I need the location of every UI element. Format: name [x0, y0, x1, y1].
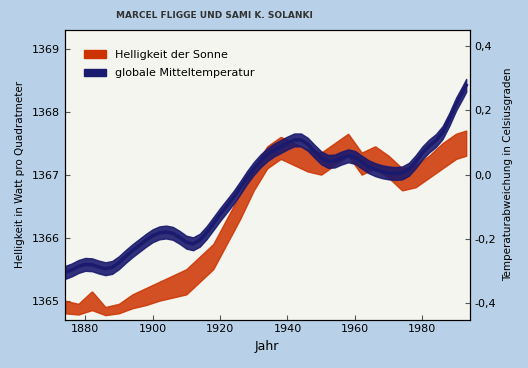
- Legend: Helligkeit der Sonne, globale Mitteltemperatur: Helligkeit der Sonne, globale Mitteltemp…: [79, 44, 260, 84]
- Y-axis label: Temperaturabweichung in Celsiusgraden: Temperaturabweichung in Celsiusgraden: [503, 68, 513, 282]
- Y-axis label: Helligkeit in Watt pro Quadratmeter: Helligkeit in Watt pro Quadratmeter: [15, 81, 25, 268]
- X-axis label: Jahr: Jahr: [255, 340, 279, 353]
- Text: MARCEL FLIGGE UND SAMI K. SOLANKI: MARCEL FLIGGE UND SAMI K. SOLANKI: [116, 11, 313, 20]
